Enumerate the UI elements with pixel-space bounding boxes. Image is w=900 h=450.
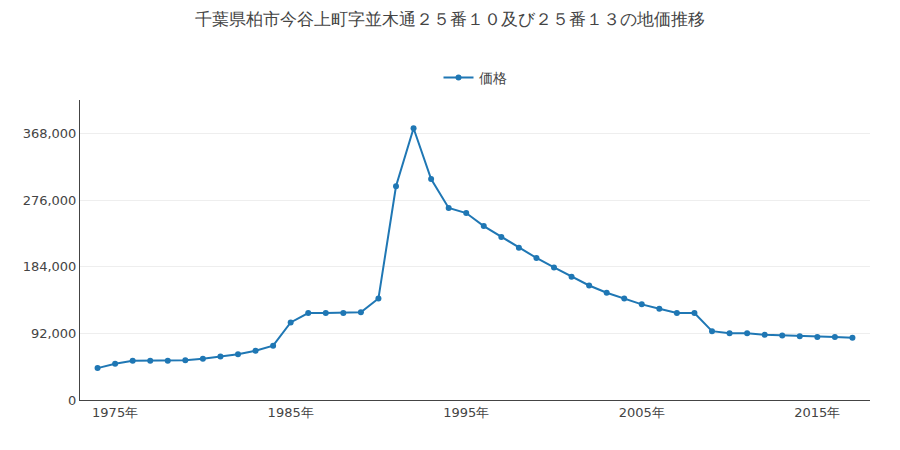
svg-text:92,000: 92,000 (31, 326, 77, 341)
svg-text:2005年: 2005年 (619, 405, 665, 420)
svg-text:2015年: 2015年 (794, 405, 840, 420)
svg-text:276,000: 276,000 (23, 193, 77, 208)
svg-text:368,000: 368,000 (23, 126, 77, 141)
svg-text:価格: 価格 (479, 70, 507, 86)
svg-text:0: 0 (68, 393, 76, 408)
svg-text:1975年: 1975年 (92, 405, 138, 420)
svg-text:184,000: 184,000 (23, 259, 77, 274)
svg-text:1985年: 1985年 (268, 405, 314, 420)
svg-text:1995年: 1995年 (443, 405, 489, 420)
svg-text:千葉県柏市今谷上町字並木通２５番１０及び２５番１３の地価推移: 千葉県柏市今谷上町字並木通２５番１０及び２５番１３の地価推移 (195, 9, 705, 29)
